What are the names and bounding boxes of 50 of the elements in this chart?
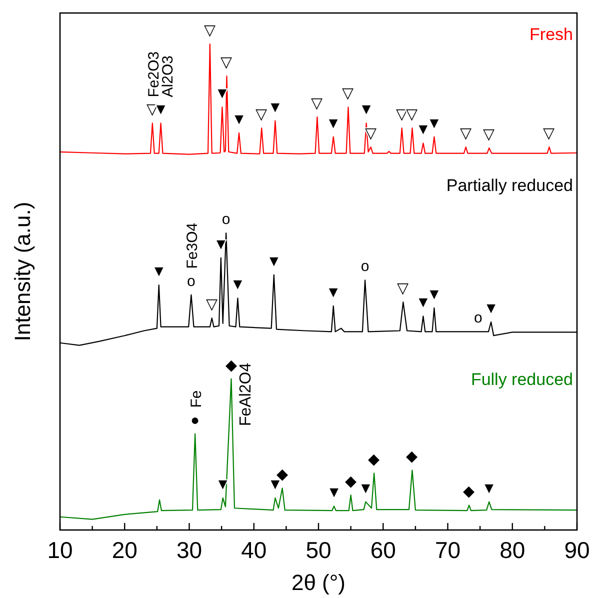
text: Fresh — [530, 25, 573, 44]
annotation: o — [474, 310, 482, 327]
annotation: ◆ — [225, 356, 238, 374]
annotation: ▼ — [266, 252, 282, 270]
annotation: ▼ — [151, 263, 166, 280]
annotation: ▽ — [204, 22, 216, 39]
annotation: ▽ — [483, 126, 496, 144]
x-axis-title: 2θ (°) — [291, 570, 346, 595]
annotation: ▼ — [326, 114, 341, 132]
text: Partially reduced — [446, 176, 573, 196]
annotation: ▽ — [397, 280, 410, 298]
y-axis-title: Intensity (a.u.) — [10, 202, 35, 342]
text: Fully reduced — [470, 370, 573, 389]
annotation: ▼ — [232, 110, 246, 128]
x-tick-label: 60 — [370, 537, 396, 563]
x-tick-label: 20 — [112, 537, 138, 563]
x-tick-label: 90 — [564, 537, 590, 563]
annotation: ▼ — [358, 480, 374, 497]
annotation: ◆ — [368, 451, 380, 468]
annotation: ▼ — [326, 484, 342, 502]
annotation: ◆ — [344, 473, 357, 490]
x-tick-label: 10 — [47, 537, 73, 563]
annotation: ▼ — [482, 480, 497, 497]
annotation: ▼ — [268, 98, 283, 116]
annotation: ◆ — [463, 483, 476, 500]
annotation: ▽ — [342, 85, 354, 102]
annotation: ▼ — [230, 276, 246, 294]
annotation: o — [222, 211, 230, 228]
annotation: ▽ — [206, 296, 218, 314]
annotation: FeAl2O4 — [237, 362, 254, 426]
annotation: ◆ — [406, 448, 418, 466]
annotation: ▽ — [220, 54, 233, 72]
annotation: ▼ — [484, 300, 498, 317]
annotation: o — [360, 258, 370, 276]
annotation: ▼ — [358, 101, 374, 118]
annotation: ● — [190, 412, 200, 429]
x-tick-label: 50 — [306, 537, 332, 563]
x-tick-label: 80 — [500, 537, 526, 563]
annotation: ▽ — [543, 125, 556, 142]
x-tick-label: 30 — [176, 537, 202, 563]
annotation: ▽ — [311, 94, 324, 112]
annotation: Fe3O4 — [184, 222, 202, 269]
annotation: o — [187, 272, 196, 290]
annotation: ▼ — [326, 284, 341, 301]
x-tick-label: 40 — [241, 537, 267, 563]
annotation: ▽ — [256, 106, 268, 124]
annotation: ▽ — [406, 106, 418, 124]
annotation: ▽ — [460, 125, 472, 142]
x-tick-label: 70 — [434, 537, 461, 563]
annotation: Fe — [188, 390, 206, 408]
